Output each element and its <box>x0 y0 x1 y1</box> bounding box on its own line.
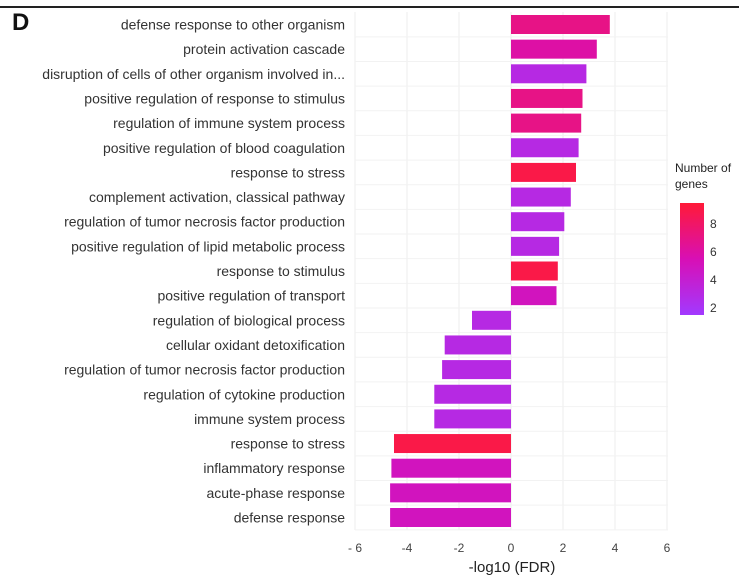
bar <box>511 187 571 207</box>
legend-tick-label: 6 <box>710 245 717 259</box>
category-label: regulation of tumor necrosis factor prod… <box>64 214 345 230</box>
x-tick-label: 2 <box>560 541 567 555</box>
category-label: positive regulation of response to stimu… <box>84 90 345 106</box>
category-label: regulation of tumor necrosis factor prod… <box>64 362 345 378</box>
x-tick-label: - 6 <box>348 541 362 555</box>
category-label: inflammatory response <box>203 460 345 476</box>
x-tick-label: 6 <box>664 541 671 555</box>
legend-color-bar <box>680 203 704 315</box>
bar <box>394 434 511 454</box>
category-label: regulation of biological process <box>153 312 345 328</box>
category-labels: defense response to other organism protei… <box>42 17 345 526</box>
legend-tick-label: 8 <box>710 217 717 231</box>
legend-title: Number of genes <box>675 161 732 191</box>
category-label: positive regulation of lipid metabolic p… <box>71 238 345 254</box>
bar <box>511 162 576 182</box>
category-label: response to stimulus <box>217 263 345 279</box>
category-label: defense response to other organism <box>121 17 345 33</box>
category-label: complement activation, classical pathway <box>89 189 345 205</box>
bar <box>511 39 597 59</box>
category-label: positive regulation of blood coagulation <box>103 140 345 156</box>
legend-tick-label: 4 <box>710 273 717 287</box>
bar <box>511 88 583 108</box>
category-label: immune system process <box>194 411 345 427</box>
x-tick-label: -4 <box>402 541 413 555</box>
category-label: regulation of cytokine production <box>143 386 345 402</box>
bar <box>472 310 511 330</box>
x-axis-ticks: - 6 -4 -2 0 2 4 6 <box>348 541 671 555</box>
bars <box>390 15 610 527</box>
bar <box>511 261 558 281</box>
bar <box>434 384 511 404</box>
bar <box>442 360 511 380</box>
category-label: defense response <box>234 510 346 526</box>
bar <box>511 15 610 34</box>
x-tick-label: 4 <box>612 541 619 555</box>
bar <box>390 508 511 527</box>
category-label: disruption of cells of other organism in… <box>42 66 345 82</box>
x-tick-label: -2 <box>454 541 465 555</box>
bar <box>444 335 511 355</box>
category-label: acute-phase response <box>206 485 345 501</box>
bar <box>434 409 511 429</box>
bar <box>511 236 560 256</box>
bar <box>511 286 557 306</box>
legend-tick-label: 2 <box>710 301 717 315</box>
bar <box>391 458 511 478</box>
x-axis-label: -log10 (FDR) <box>469 559 556 576</box>
bar <box>390 483 511 503</box>
category-label: response to stress <box>231 436 345 452</box>
bar <box>511 64 587 84</box>
category-label: response to stress <box>231 164 345 180</box>
legend-ticks: 8 6 4 2 <box>704 217 717 315</box>
category-label: regulation of immune system process <box>113 115 345 131</box>
category-label: cellular oxidant detoxification <box>166 337 345 353</box>
category-label: positive regulation of transport <box>157 288 345 304</box>
bar <box>511 113 582 133</box>
top-border-line <box>0 6 739 8</box>
bar <box>511 212 565 232</box>
category-label: protein activation cascade <box>183 41 345 57</box>
panel-label: D <box>12 9 30 36</box>
bar <box>511 138 579 158</box>
x-tick-label: 0 <box>508 541 515 555</box>
